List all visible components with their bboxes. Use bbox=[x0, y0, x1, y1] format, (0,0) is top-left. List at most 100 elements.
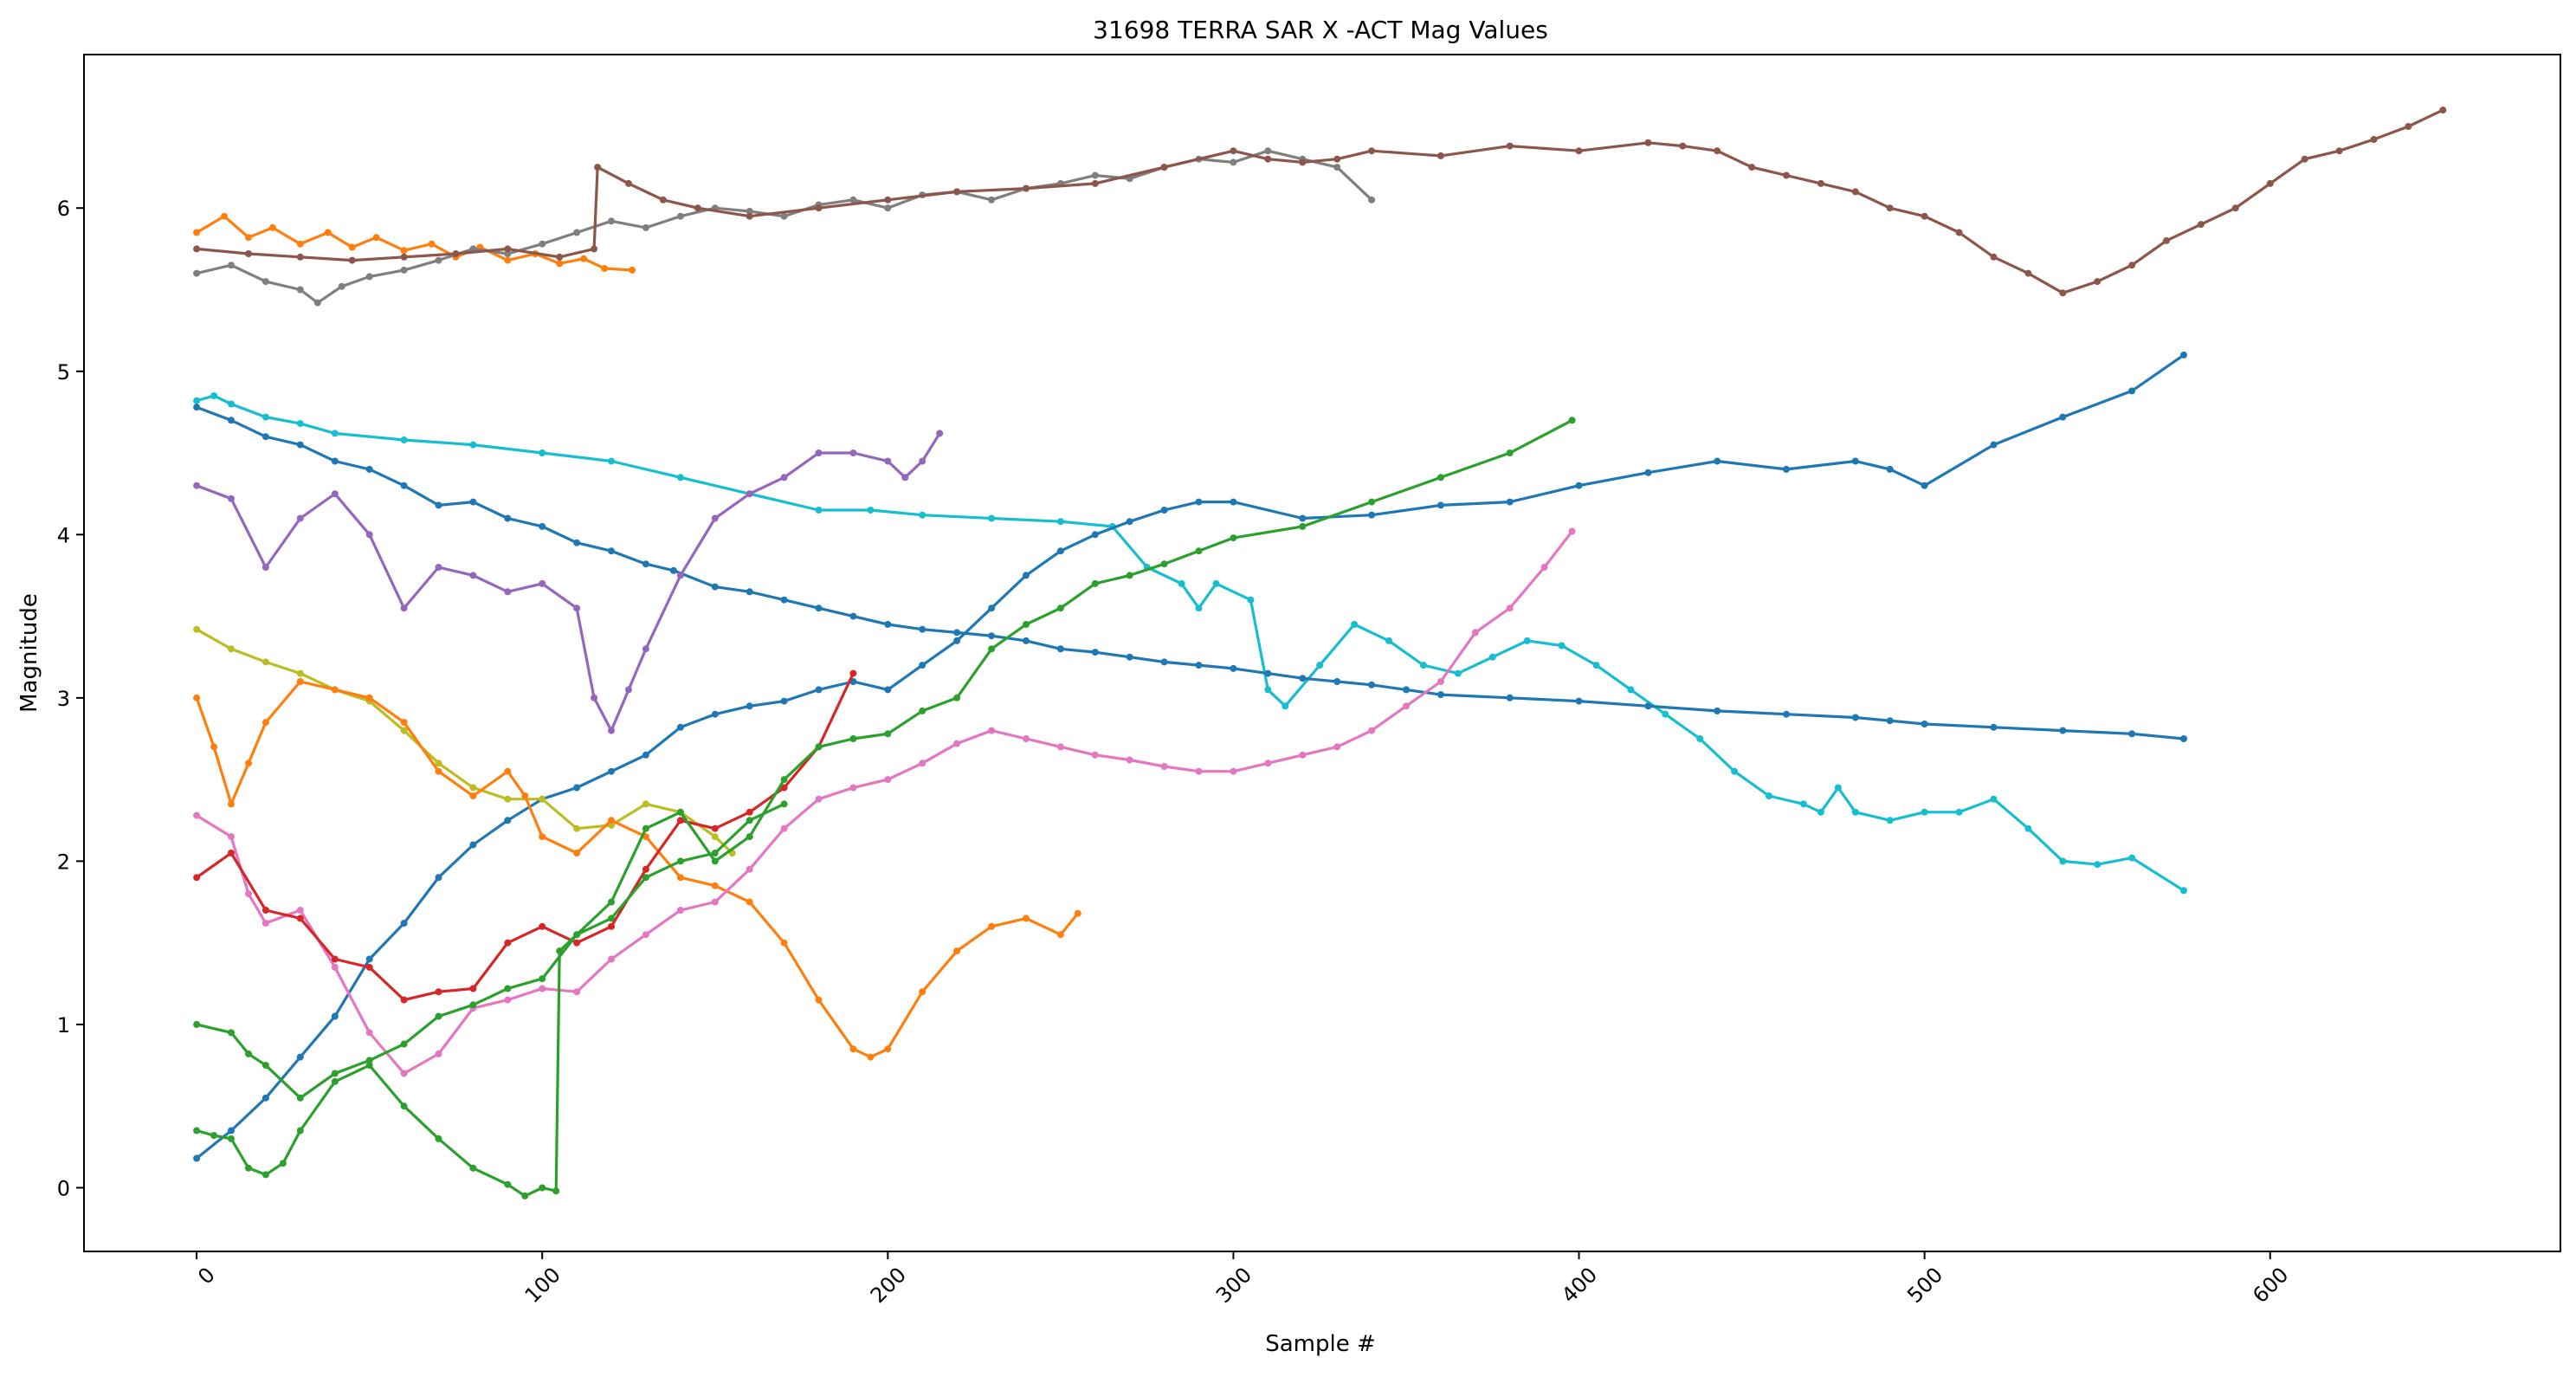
y-tick-label: 6 bbox=[57, 197, 70, 221]
data-point bbox=[556, 947, 564, 955]
data-point bbox=[2439, 107, 2447, 114]
data-point bbox=[504, 1180, 512, 1188]
data-point bbox=[711, 710, 719, 718]
data-point bbox=[1056, 931, 1064, 939]
data-point bbox=[608, 898, 615, 906]
data-point bbox=[625, 686, 632, 694]
data-point bbox=[1195, 547, 1203, 555]
y-tick-label: 1 bbox=[57, 1013, 70, 1038]
data-point bbox=[608, 767, 615, 775]
data-point bbox=[261, 1094, 269, 1102]
data-point bbox=[261, 1171, 269, 1179]
data-point bbox=[676, 808, 684, 816]
data-point bbox=[435, 501, 442, 509]
data-point bbox=[746, 808, 753, 816]
data-point bbox=[1817, 808, 1824, 816]
data-point bbox=[669, 566, 677, 574]
data-point bbox=[953, 188, 961, 196]
data-point bbox=[331, 1012, 339, 1020]
data-point bbox=[261, 920, 269, 927]
data-point bbox=[539, 922, 546, 930]
data-point bbox=[1644, 702, 1652, 710]
data-point bbox=[1264, 760, 1272, 767]
data-point bbox=[1368, 196, 1376, 204]
data-point bbox=[642, 751, 649, 759]
data-point bbox=[594, 164, 602, 171]
data-point bbox=[1766, 792, 1772, 799]
data-point bbox=[331, 963, 339, 971]
data-point bbox=[988, 727, 996, 734]
plot-frame bbox=[83, 54, 2561, 1252]
data-point bbox=[228, 850, 235, 857]
data-point bbox=[1091, 171, 1099, 179]
series-line bbox=[195, 353, 2185, 1160]
data-point bbox=[919, 988, 926, 996]
data-point bbox=[2180, 887, 2187, 895]
data-point bbox=[193, 245, 201, 253]
data-point bbox=[435, 256, 442, 264]
data-point bbox=[228, 400, 235, 408]
data-point bbox=[1056, 518, 1064, 526]
data-point bbox=[296, 441, 304, 449]
data-point bbox=[988, 922, 996, 930]
data-point bbox=[746, 865, 753, 873]
data-point bbox=[245, 1164, 252, 1172]
data-point bbox=[1368, 147, 1376, 155]
data-point bbox=[1056, 645, 1064, 653]
data-point bbox=[1368, 511, 1376, 519]
data-point bbox=[849, 784, 857, 792]
data-point bbox=[2059, 413, 2067, 421]
data-point bbox=[504, 256, 512, 264]
data-point bbox=[1023, 572, 1030, 579]
data-point bbox=[193, 482, 201, 489]
data-point bbox=[2266, 179, 2274, 187]
data-point bbox=[711, 898, 719, 906]
data-point bbox=[1851, 457, 1859, 465]
data-point bbox=[780, 596, 788, 604]
data-point bbox=[400, 604, 408, 612]
data-point bbox=[296, 420, 304, 428]
data-point bbox=[348, 256, 356, 264]
data-point bbox=[228, 1127, 235, 1135]
data-point bbox=[1160, 763, 1168, 770]
data-point bbox=[815, 604, 823, 612]
data-point bbox=[2059, 727, 2067, 734]
data-point bbox=[1299, 522, 1307, 530]
data-point bbox=[228, 262, 235, 269]
data-point bbox=[348, 243, 356, 251]
data-point bbox=[988, 604, 996, 612]
data-point bbox=[245, 760, 252, 767]
data-point bbox=[815, 996, 823, 1004]
data-point bbox=[988, 632, 996, 640]
data-point bbox=[428, 240, 436, 248]
data-point bbox=[573, 539, 581, 546]
data-point bbox=[193, 397, 201, 404]
data-point bbox=[780, 776, 788, 784]
data-point bbox=[849, 669, 857, 677]
data-point bbox=[573, 988, 581, 996]
data-point bbox=[953, 629, 961, 637]
data-point bbox=[365, 1057, 373, 1064]
data-point bbox=[815, 204, 823, 212]
data-point bbox=[1419, 662, 1427, 669]
data-point bbox=[1800, 800, 1807, 808]
data-point bbox=[901, 474, 909, 482]
data-point bbox=[245, 250, 252, 257]
data-point bbox=[711, 824, 719, 832]
series-line bbox=[195, 431, 941, 733]
data-point bbox=[711, 833, 719, 841]
data-point bbox=[1160, 560, 1168, 568]
data-point bbox=[469, 1001, 477, 1009]
data-point bbox=[261, 413, 269, 421]
data-point bbox=[1540, 564, 1548, 571]
data-point bbox=[245, 234, 252, 242]
data-point bbox=[331, 490, 339, 498]
data-point bbox=[435, 767, 442, 775]
data-point bbox=[746, 702, 753, 710]
series-layer bbox=[193, 107, 2447, 1199]
data-point bbox=[608, 817, 615, 824]
data-point bbox=[261, 564, 269, 571]
data-point bbox=[625, 179, 632, 187]
data-point bbox=[400, 436, 408, 443]
data-point bbox=[815, 686, 823, 694]
